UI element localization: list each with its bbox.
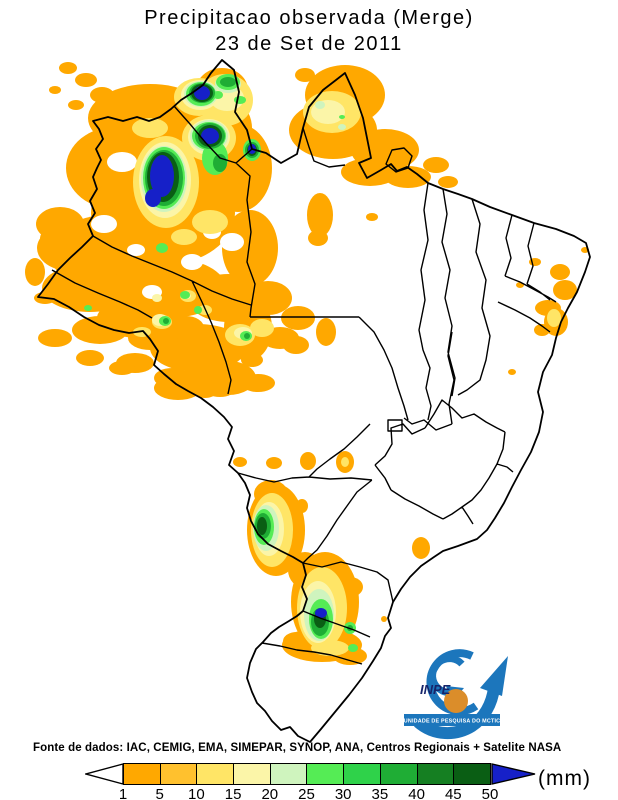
brazil-country-outline: [37, 59, 591, 743]
colorbar-cell: [454, 764, 490, 784]
colorbar-tick: 50: [481, 786, 499, 800]
colorbar-cell: [380, 764, 418, 784]
colorbar-tick: 40: [408, 786, 425, 800]
colorbar-ticks: 1 5 10 15 20 25 30 35 40 45 50: [0, 786, 618, 800]
colorbar-tick: 20: [261, 786, 279, 800]
precip-level-1: [25, 62, 589, 665]
colorbar: [123, 763, 491, 785]
logo-swirl: [429, 655, 465, 697]
data-source-line: Fonte de dados: IAC, CEMIG, EMA, SIMEPAR…: [33, 742, 562, 754]
logo-banner: [404, 714, 500, 726]
colorbar-tick: 45: [444, 786, 462, 800]
colorbar-cell: [234, 764, 271, 784]
colorbar-tick: 10: [188, 786, 205, 800]
colorbar-cell: [270, 764, 308, 784]
logo-big-arrowhead: [480, 656, 508, 696]
colorbar-tick: 35: [371, 786, 389, 800]
colorbar-cell: [344, 764, 381, 784]
colorbar-tick: 1: [118, 786, 128, 800]
colorbar-tick: 15: [224, 786, 242, 800]
colorbar-tick: 5: [155, 786, 164, 800]
colorbar-cell: [417, 764, 455, 784]
colorbar-cell: [160, 764, 198, 784]
inpe-logo: INPE UNIDADE DE PESQUISA DO MCTIC: [404, 649, 508, 739]
colorbar-tick: 30: [334, 786, 352, 800]
logo-acronym: INPE: [420, 682, 451, 697]
colorbar-cell: [197, 764, 235, 784]
logo-banner-text: UNIDADE DE PESQUISA DO MCTIC: [404, 719, 500, 725]
colorbar-overflow-arrow: [491, 763, 536, 785]
precip-over-50: [145, 86, 327, 618]
logo-orange-ball: [444, 689, 468, 713]
colorbar-tick: 25: [298, 786, 315, 800]
colorbar-underflow-arrow: [85, 763, 124, 785]
page-title: Precipitacao observada (Merge): [144, 7, 474, 29]
colorbar-cell: [307, 764, 345, 784]
page-date: 23 de Set de 2011: [215, 33, 403, 55]
colorbar-cell: [124, 764, 161, 784]
state-borders: [51, 105, 557, 665]
unit-label: (mm): [538, 767, 591, 790]
